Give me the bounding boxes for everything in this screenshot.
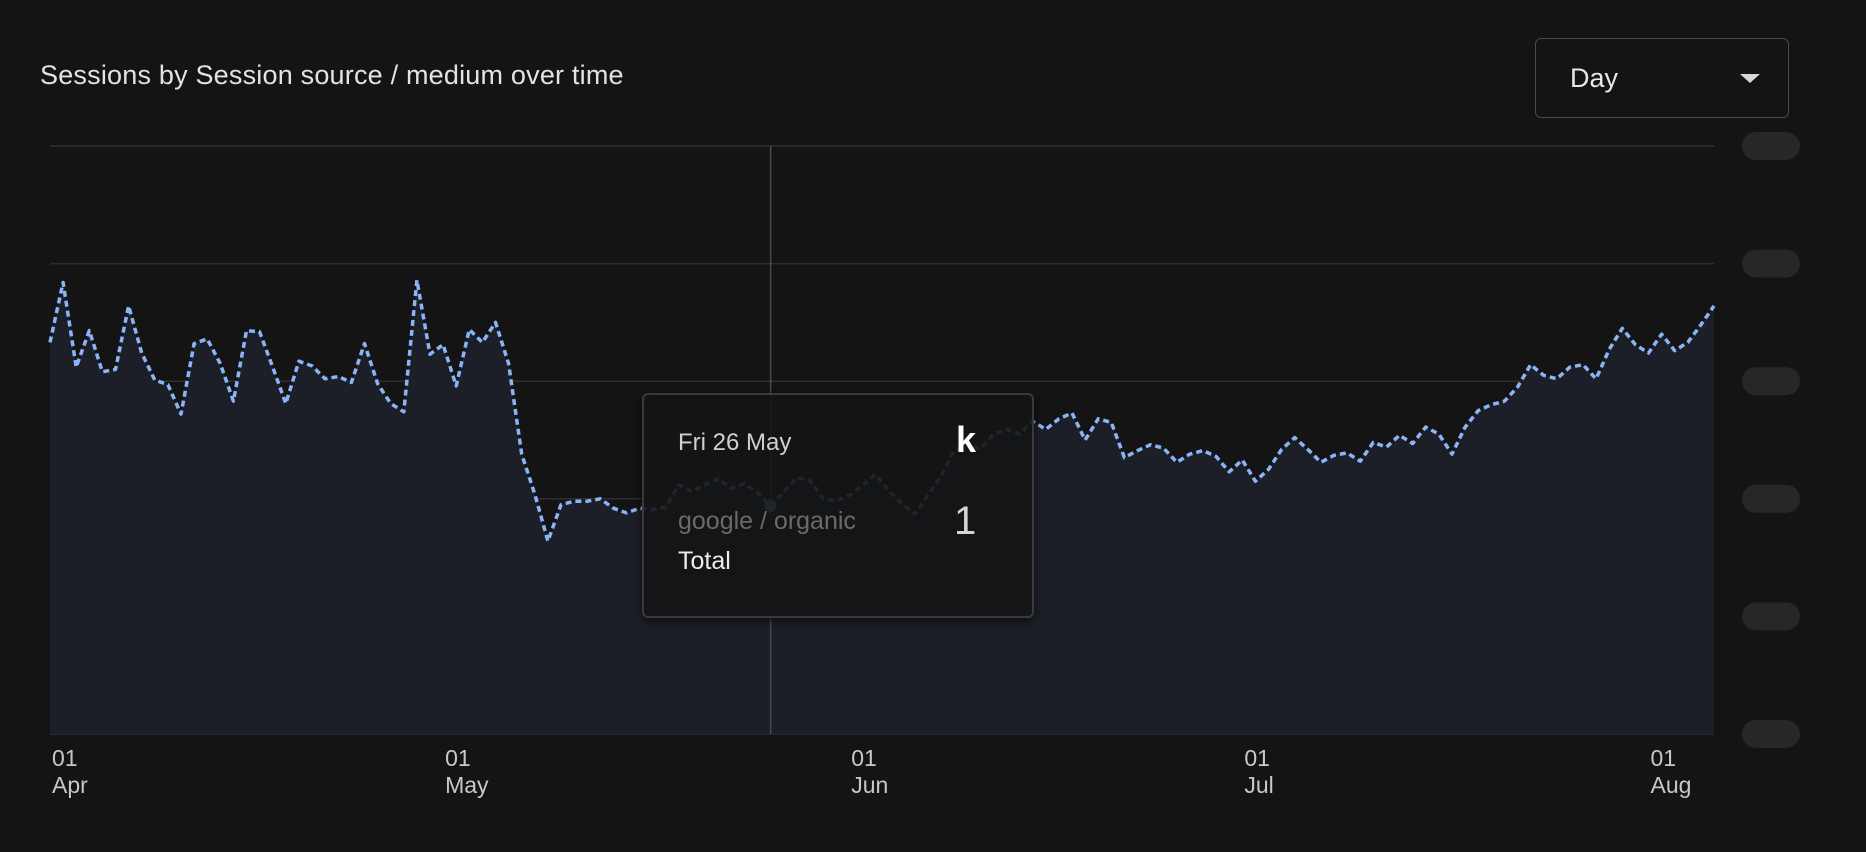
y-tick-label-blurred [1742, 484, 1800, 513]
x-tick-month: Jul [1244, 772, 1273, 798]
x-tick-month: Aug [1650, 772, 1691, 798]
chart-title: Sessions by Session source / medium over… [40, 60, 624, 90]
x-tick-day: 01 [1650, 745, 1676, 771]
y-tick-label-blurred [1742, 602, 1800, 631]
chevron-down-icon [1740, 73, 1760, 83]
y-tick-label-blurred [1742, 132, 1800, 160]
series-line [48, 278, 1716, 543]
granularity-value: Day [1570, 62, 1619, 93]
x-tick-month: May [445, 772, 489, 798]
x-tick-day: 01 [445, 745, 471, 771]
y-tick-label-blurred [1742, 249, 1800, 278]
tooltip-date: Fri 26 May [678, 429, 792, 456]
tooltip-value-suffix: k [956, 419, 977, 460]
x-tick-month: Apr [52, 772, 88, 798]
x-tick-month: Jun [851, 772, 888, 798]
tooltip-source-value: 1 [954, 499, 977, 543]
tooltip-source-label: google / organic [678, 507, 856, 535]
x-tick-day: 01 [52, 745, 78, 771]
y-tick-label-blurred [1742, 367, 1800, 396]
x-tick-day: 01 [1244, 745, 1270, 771]
x-tick-day: 01 [851, 745, 877, 771]
chart-tooltip: Fri 26 May k google / organic 1 Total [642, 393, 1034, 618]
tooltip-total-label: Total [678, 547, 731, 575]
y-tick-label-blurred [1742, 720, 1800, 748]
granularity-dropdown[interactable]: Day [1535, 38, 1789, 118]
